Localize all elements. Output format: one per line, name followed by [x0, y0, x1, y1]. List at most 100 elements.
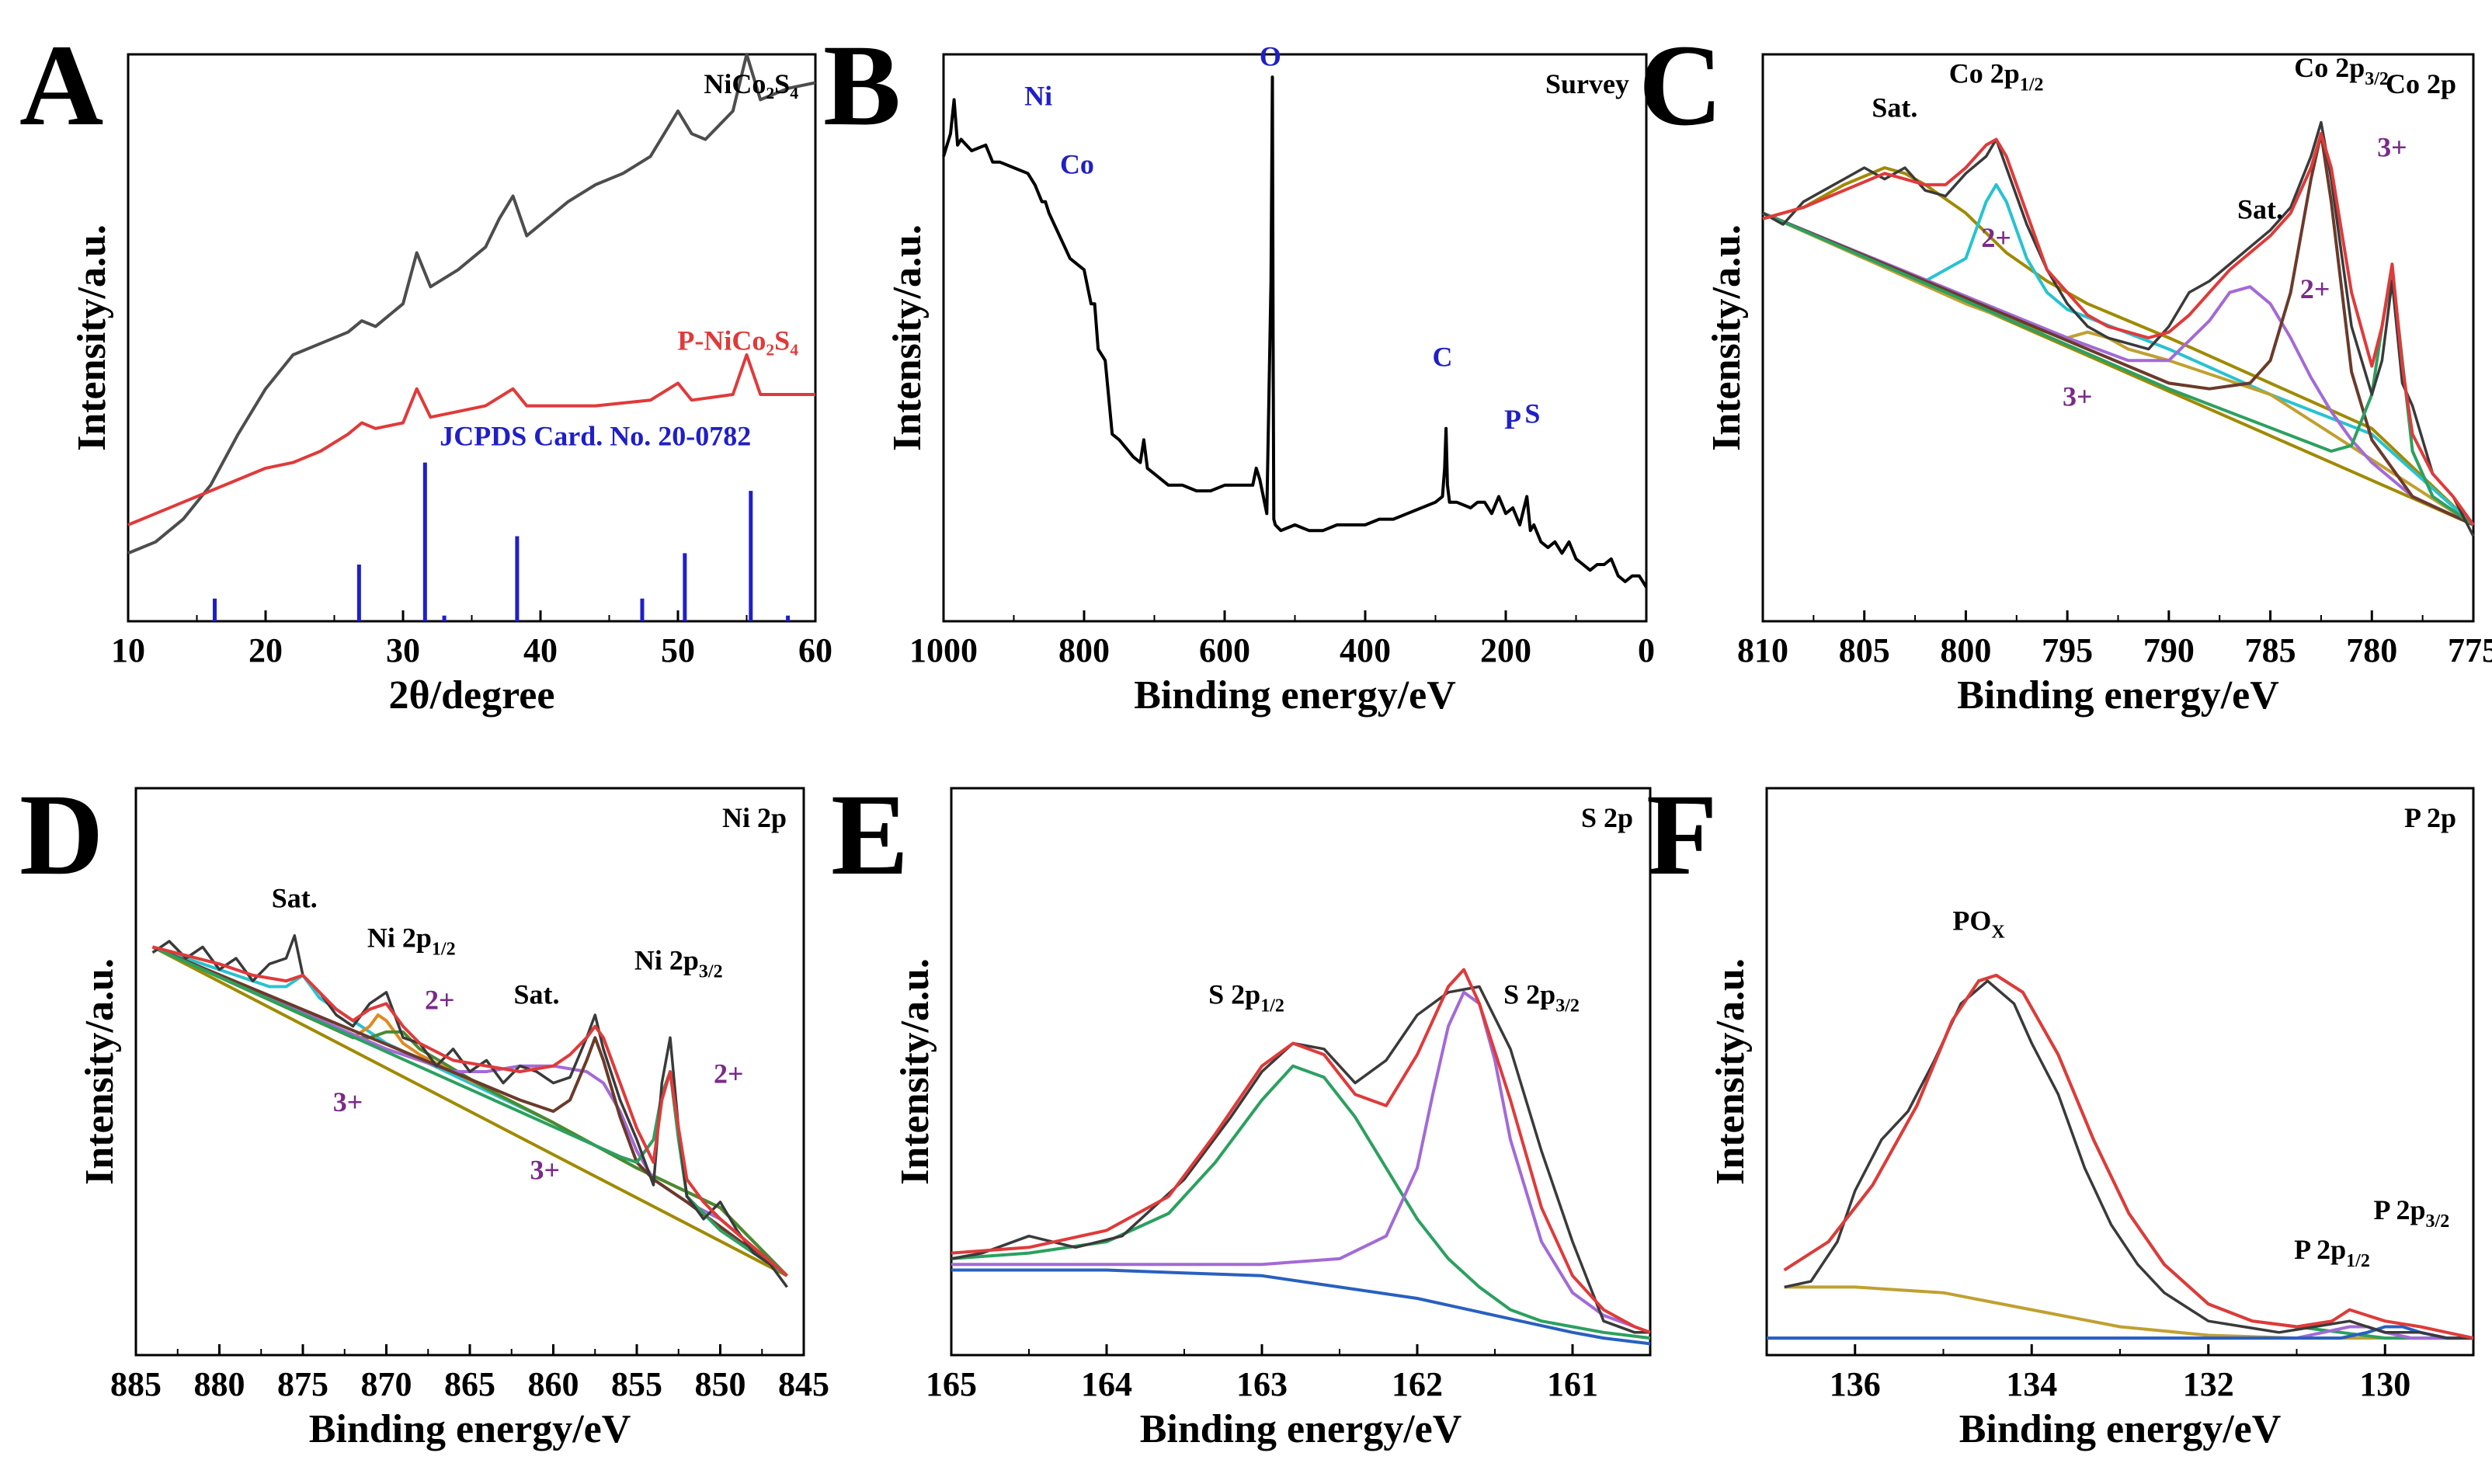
- x-tick-label: 50: [661, 631, 695, 669]
- peak-annotation: Co 2p1/2: [1949, 58, 2044, 96]
- x-tick-label: 850: [695, 1365, 746, 1403]
- x-axis-label: Binding energy/eV: [1140, 1407, 1462, 1451]
- series-line-raw: [1762, 120, 2475, 537]
- reference-label: JCPDS Card. No. 20-0782: [440, 421, 751, 452]
- x-tick-label: 800: [1058, 631, 1110, 669]
- x-tick-label: 805: [1839, 631, 1890, 669]
- x-tick-label: 163: [1236, 1365, 1288, 1403]
- x-axis-label: Binding energy/eV: [1134, 673, 1456, 718]
- peak-annotation: 2+: [2300, 273, 2330, 304]
- panel-C: C 810 805 800 795 790 785 780 775 Binding energy/…: [1639, 21, 2492, 718]
- x-tick-label: 845: [778, 1365, 829, 1403]
- y-axis-label: Intensity/a.u.: [893, 958, 937, 1185]
- x-tick-label: 790: [2143, 631, 2195, 669]
- panel-letter-a: A: [19, 21, 103, 150]
- panel-letter-f: F: [1646, 770, 1718, 899]
- plot-frame: [1761, 53, 2475, 623]
- x-tick-label: 780: [2346, 631, 2397, 669]
- peak-annotation: Ni 2p1/2: [367, 922, 456, 959]
- x-axis-label: Binding energy/eV: [309, 1407, 631, 1451]
- peak-annotation: Ni 2p3/2: [634, 945, 723, 982]
- x-tick-label: 855: [611, 1365, 662, 1403]
- series-line-co-2p1-2-2: [1762, 182, 2475, 527]
- series-line-p-nico-s: [127, 353, 815, 527]
- x-tick-label: 134: [2006, 1365, 2057, 1403]
- x-tick-label: 136: [1830, 1365, 1881, 1403]
- x-tick-label: 200: [1480, 631, 1531, 669]
- peak-annotation: 3+: [2063, 381, 2093, 412]
- panel-B: B 1000 800 600 400 200 0 Binding energy/eV Inten…: [823, 21, 1655, 718]
- x-tick-label: 162: [1392, 1365, 1443, 1403]
- peak-annotation: S: [1524, 398, 1540, 429]
- y-axis-label: Intensity/a.u.: [78, 958, 122, 1185]
- peak-annotation: 3+: [333, 1086, 363, 1117]
- peak-annotation: 3+: [530, 1155, 560, 1186]
- series-line-envelope: [1762, 132, 2475, 527]
- peak-annotation: P 2p1/2: [2294, 1234, 2370, 1271]
- series-line-nico-s: [127, 53, 816, 555]
- x-tick-label: 132: [2183, 1365, 2234, 1403]
- peak-annotation: P: [1504, 404, 1521, 435]
- panel-letter-b: B: [823, 21, 901, 150]
- x-tick-label: 795: [2042, 631, 2093, 669]
- x-axis-label: Binding energy/eV: [1957, 673, 2279, 718]
- x-tick-label: 880: [194, 1365, 245, 1403]
- y-axis-label: Intensity/a.u.: [1705, 224, 1749, 451]
- series-line-envelope: [951, 968, 1651, 1334]
- y-axis-label: Intensity/a.u.: [1708, 958, 1753, 1185]
- y-axis-label: Intensity/a.u.: [70, 224, 114, 451]
- x-tick-label: 800: [1940, 631, 1991, 669]
- series-line-s-2p3-2: [951, 990, 1651, 1334]
- x-tick-label: 20: [249, 631, 283, 669]
- x-tick-label: 810: [1737, 631, 1788, 669]
- x-tick-label: 165: [926, 1365, 977, 1403]
- panel-title: Survey: [1545, 68, 1629, 99]
- x-tick-label: 161: [1547, 1365, 1598, 1403]
- series-line-raw: [1784, 979, 2473, 1340]
- series-label-nico2s4: NiCo₂S₄: [704, 68, 798, 99]
- peak-annotation: 2+: [1981, 222, 2011, 253]
- x-tick-label: 60: [798, 631, 832, 669]
- x-tick-label: 860: [528, 1365, 579, 1403]
- y-axis-label: Intensity/a.u.: [885, 224, 930, 451]
- peak-annotation: Co: [1060, 148, 1094, 179]
- panel-letter-d: D: [19, 770, 103, 899]
- x-tick-label: 130: [2359, 1365, 2410, 1403]
- x-tick-label: 164: [1081, 1365, 1132, 1403]
- panel-letter-e: E: [831, 770, 909, 899]
- x-axis-label: 2θ/degree: [389, 673, 555, 718]
- peak-annotation: O: [1260, 41, 1281, 72]
- peak-annotation: S 2p1/2: [1208, 978, 1284, 1016]
- panel-title: Co 2p: [2386, 68, 2456, 99]
- series-line-envelope: [152, 945, 788, 1277]
- panel-letter-c: C: [1639, 21, 1722, 150]
- series-line-background: [1784, 1285, 2473, 1340]
- peak-annotation: 3+: [2377, 131, 2407, 162]
- x-tick-label: 885: [110, 1365, 162, 1403]
- plot-frame: [950, 787, 1652, 1357]
- x-tick-label: 400: [1340, 631, 1391, 669]
- peak-annotation: Sat.: [272, 882, 318, 913]
- x-tick-label: 875: [277, 1365, 328, 1403]
- series-line-ni-2p3-2-3: [151, 945, 788, 1277]
- peak-annotation: C: [1433, 342, 1453, 373]
- x-tick-label: 10: [111, 631, 145, 669]
- x-tick-label: 600: [1199, 631, 1250, 669]
- panel-A: A 10 20 30 40 50 60 2θ/degree Intensity/a.u. JCPD…: [19, 21, 832, 718]
- x-tick-label: 775: [2448, 631, 2492, 669]
- peak-annotation: Sat.: [2237, 194, 2283, 225]
- plot-frame: [942, 53, 1648, 623]
- peak-annotation: S 2p3/2: [1503, 978, 1580, 1016]
- series-line-sat-802-5: [1762, 166, 2475, 527]
- x-tick-label: 0: [1638, 631, 1655, 669]
- peak-annotation: Sat.: [1872, 92, 1917, 123]
- peak-annotation: Ni: [1024, 81, 1052, 112]
- series-line-envelope: [1783, 973, 2474, 1340]
- x-tick-label: 40: [523, 631, 558, 669]
- peak-annotation: Sat.: [513, 978, 559, 1010]
- series-line-background: [151, 945, 788, 1277]
- peak-annotation: 2+: [714, 1058, 744, 1090]
- x-tick-label: 870: [361, 1365, 412, 1403]
- peak-annotation: P 2p3/2: [2374, 1194, 2450, 1232]
